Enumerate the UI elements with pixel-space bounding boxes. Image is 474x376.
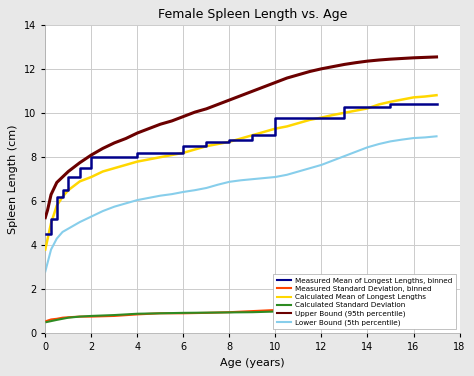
X-axis label: Age (years): Age (years) [220, 358, 285, 368]
Y-axis label: Spleen Length (cm): Spleen Length (cm) [9, 124, 18, 234]
Legend: Measured Mean of Longest Lengths, binned, Measured Standard Deviation, binned, C: Measured Mean of Longest Lengths, binned… [273, 274, 456, 329]
Title: Female Spleen Length vs. Age: Female Spleen Length vs. Age [158, 8, 347, 21]
